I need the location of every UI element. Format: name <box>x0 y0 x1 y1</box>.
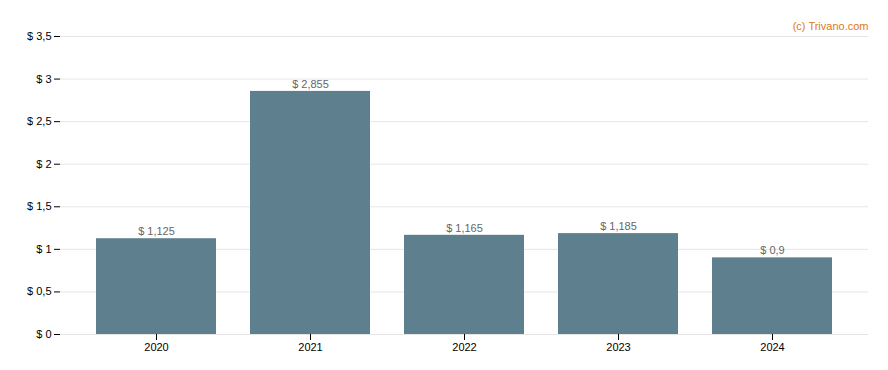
svg-text:2023: 2023 <box>606 341 630 353</box>
svg-text:$ 3,5: $ 3,5 <box>27 30 51 42</box>
svg-text:2024: 2024 <box>760 341 784 353</box>
svg-text:$ 0,9: $ 0,9 <box>760 244 784 256</box>
svg-text:$ 0,5: $ 0,5 <box>27 285 51 297</box>
svg-text:$ 2: $ 2 <box>36 158 51 170</box>
svg-text:(c) Trivano.com: (c) Trivano.com <box>793 20 869 32</box>
svg-text:$ 1,5: $ 1,5 <box>27 200 51 212</box>
svg-text:2020: 2020 <box>144 341 168 353</box>
svg-text:$ 2,855: $ 2,855 <box>292 78 329 90</box>
svg-text:$ 3: $ 3 <box>36 73 51 85</box>
svg-text:$ 1,165: $ 1,165 <box>446 222 483 234</box>
svg-text:$ 0: $ 0 <box>36 328 51 340</box>
svg-text:$ 2,5: $ 2,5 <box>27 115 51 127</box>
svg-text:$ 1,125: $ 1,125 <box>138 225 175 237</box>
svg-text:2022: 2022 <box>452 341 476 353</box>
svg-text:$ 1,185: $ 1,185 <box>600 220 637 232</box>
svg-text:2021: 2021 <box>298 341 322 353</box>
svg-text:$ 1: $ 1 <box>36 243 51 255</box>
